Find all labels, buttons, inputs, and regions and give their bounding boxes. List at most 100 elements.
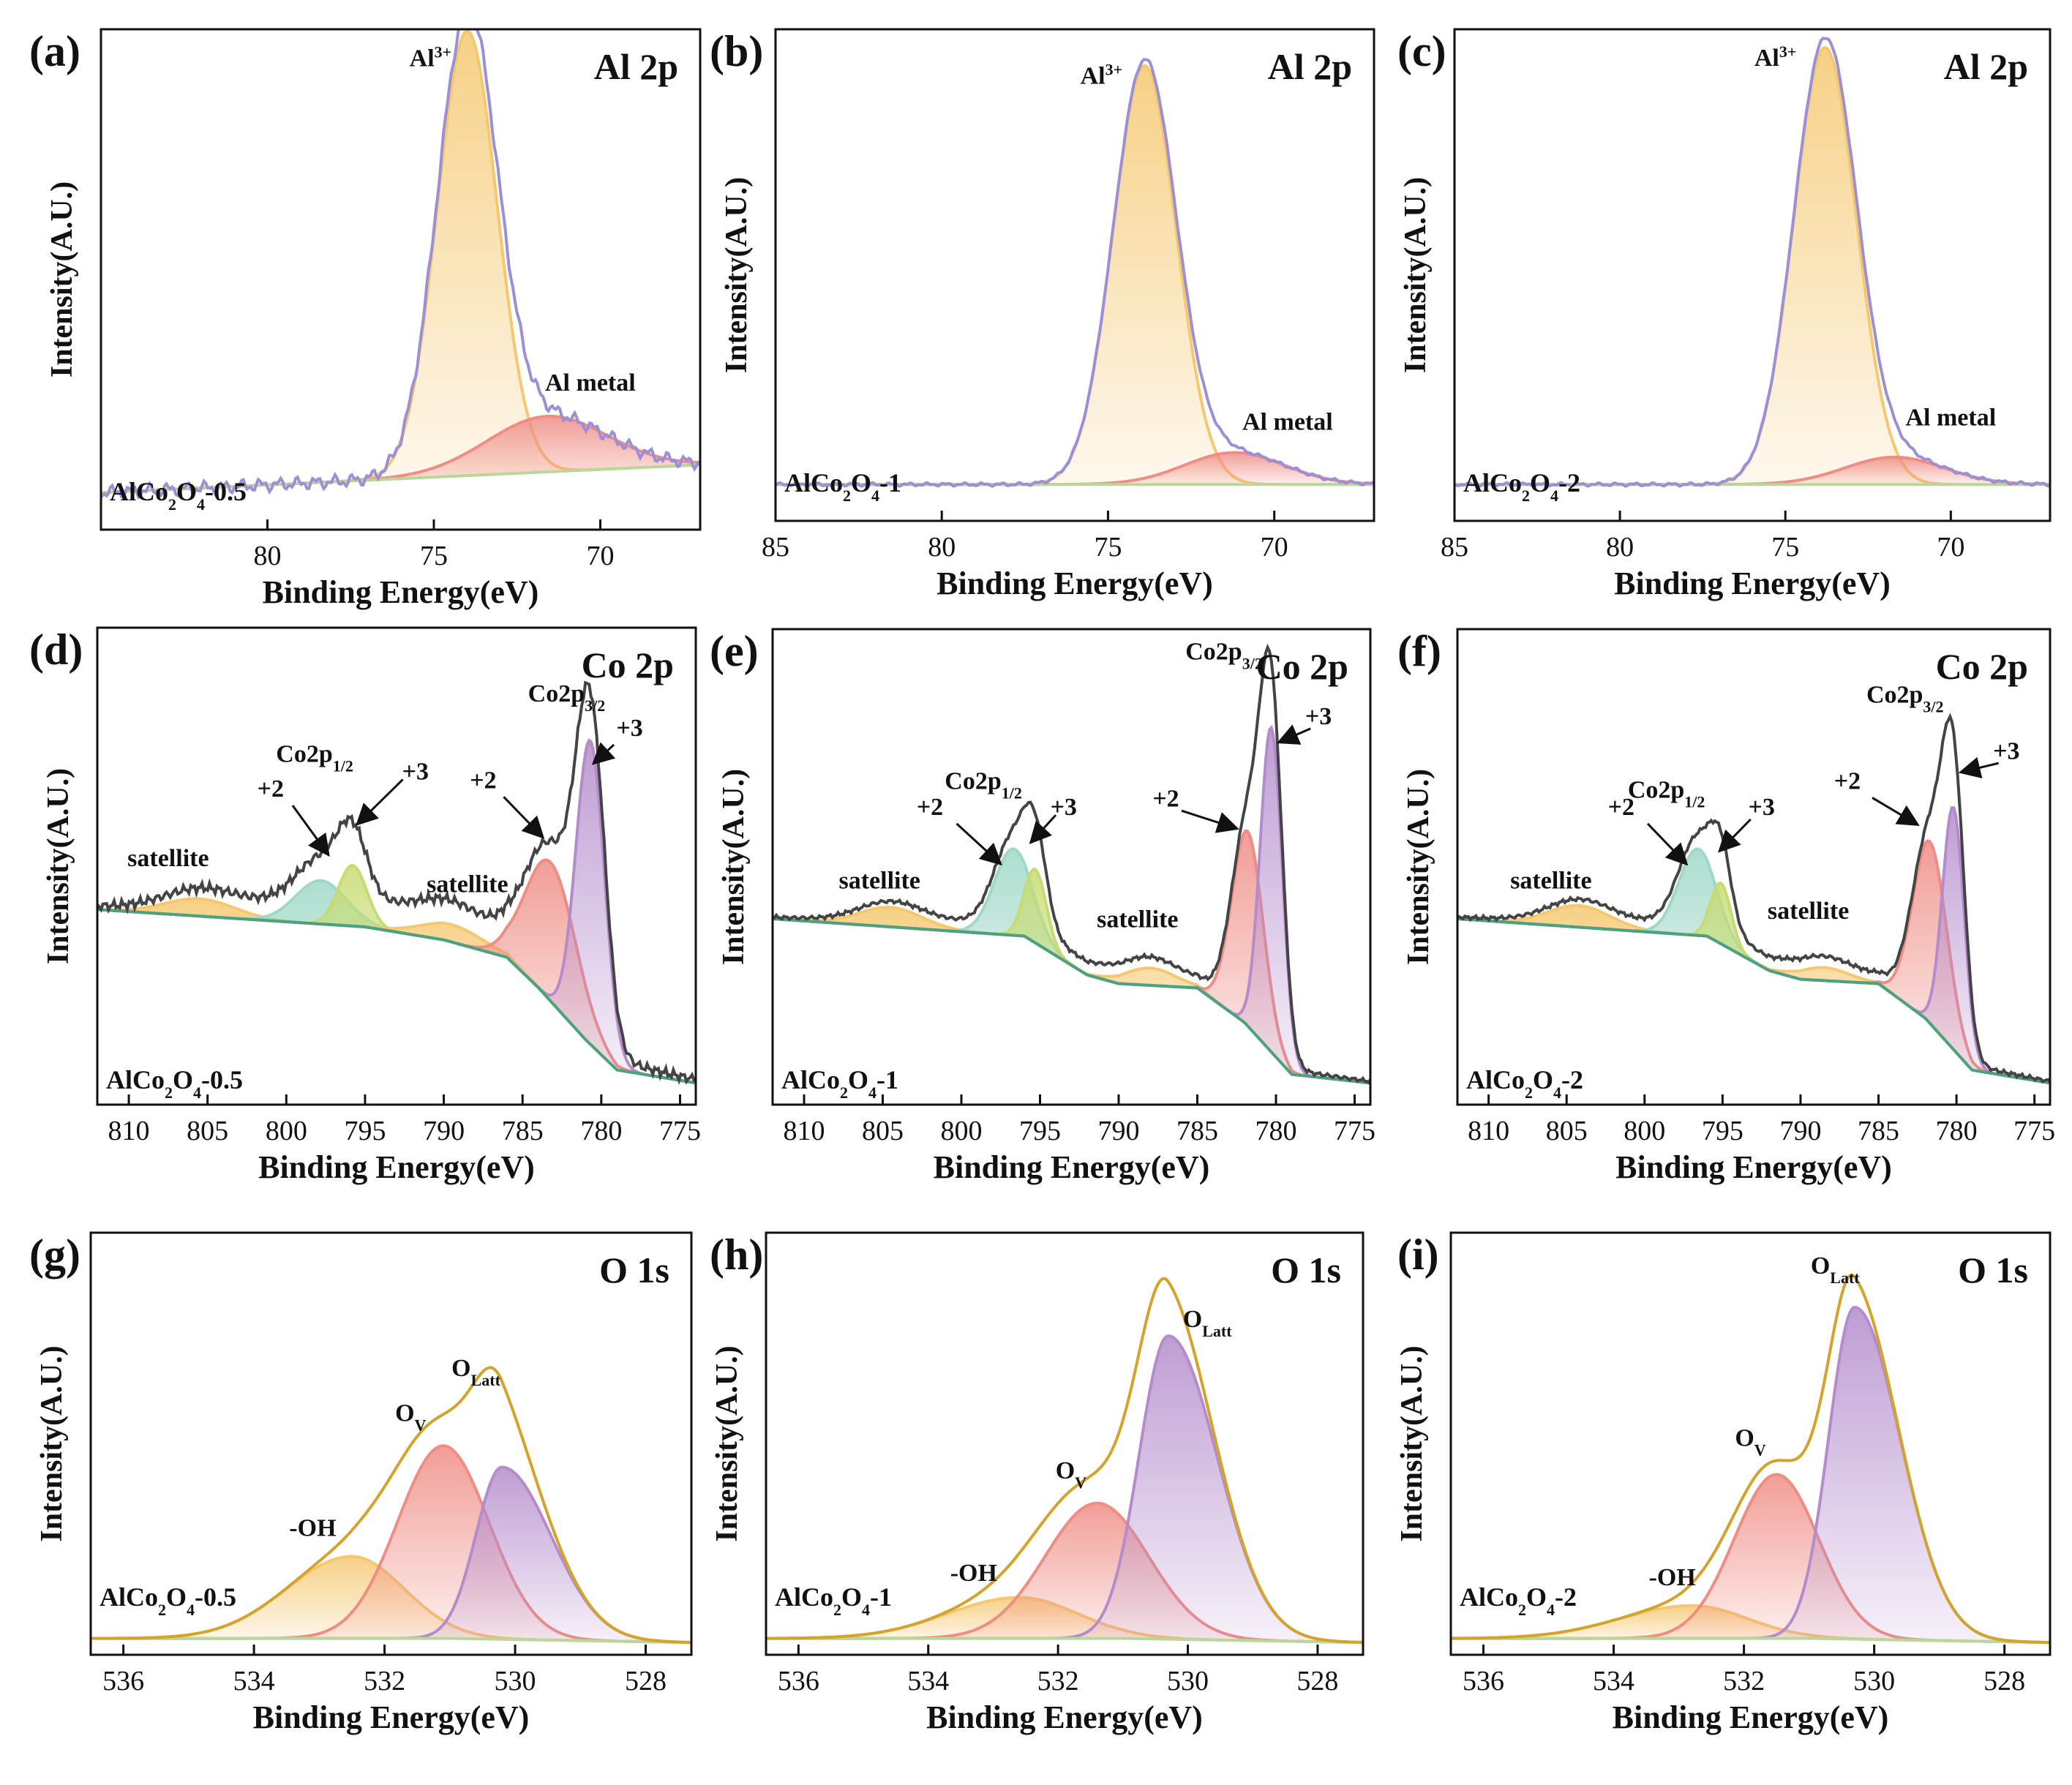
x-tick-label: 795 (344, 1116, 386, 1146)
y-axis-label: Intensity(A.U.) (1402, 769, 1435, 965)
peak-annotation: OLatt (451, 1355, 500, 1389)
panel-g: 536 534 532 530 528 Binding Energy(eV) Intensi… (29, 1230, 693, 1735)
peak-annotation: +3 (1305, 703, 1332, 730)
x-tick-label: 790 (1098, 1116, 1140, 1146)
x-tick-label: 790 (423, 1116, 465, 1146)
component-olatt-2-fill (766, 1336, 1363, 1643)
y-axis-label: Intensity(A.U.) (45, 181, 79, 377)
peak-annotation: -OH (289, 1515, 336, 1542)
peak-annotation: Al3+ (1754, 42, 1797, 72)
plot-frame (774, 28, 1375, 522)
sample-label: AlCo2O4-1 (784, 468, 901, 505)
sample-label: AlCo2O4-2 (1463, 468, 1580, 505)
x-tick-label: 70 (587, 541, 615, 571)
core-level-title: Al 2p (1268, 46, 1352, 87)
panel-label: (a) (29, 27, 80, 75)
panel-a: 80 75 70 Binding Energy(eV) Intensity(A.U.) (… (29, 27, 702, 610)
plot-frame (100, 28, 702, 531)
panel-b: 85 80 75 70 Binding Energy(eV) Intensity(A.U.… (710, 27, 1375, 601)
annotation-arrow-1 (1718, 818, 1752, 853)
component-2-4-fill (1457, 841, 2050, 1083)
x-tick-label: 810 (784, 1116, 825, 1146)
peak-annotation: satellite (1510, 868, 1591, 895)
x-tick-label: 530 (1167, 1666, 1209, 1696)
annotation-arrow-2 (1872, 797, 1920, 826)
peak-annotation: satellite (427, 871, 508, 898)
peak-annotation: +2 (1152, 785, 1179, 812)
peak-annotation: -OH (1649, 1564, 1696, 1591)
annotation-arrow-1 (1029, 814, 1057, 844)
x-tick-label: 75 (420, 541, 448, 571)
plot-area (773, 643, 1370, 1085)
x-tick-label: 534 (1593, 1666, 1634, 1696)
x-tick-label: 810 (108, 1116, 150, 1146)
panel-label: (g) (29, 1230, 80, 1279)
baseline-line (773, 917, 1370, 1085)
x-tick-label: 536 (102, 1666, 144, 1696)
x-axis-label: Binding Energy(eV) (936, 565, 1213, 601)
x-tick-label: 805 (187, 1116, 228, 1146)
core-level-title: Co 2p (1256, 646, 1348, 687)
peak-annotation: OV (1056, 1457, 1086, 1492)
peak-annotation: +3 (1993, 737, 2019, 764)
x-axis-label: Binding Energy(eV) (258, 1149, 535, 1185)
peak-annotation: Co2p1/2 (276, 741, 353, 775)
component-almetal-1-fill (1454, 456, 2050, 485)
component-almetal-1-fill (776, 452, 1374, 485)
x-tick-label: 800 (1624, 1116, 1665, 1146)
x-tick-label: 530 (1853, 1666, 1895, 1696)
envelope-line (773, 643, 1370, 1085)
peak-annotation: satellite (1097, 906, 1178, 933)
x-tick-label: 80 (928, 532, 956, 563)
x-tick-label: 532 (364, 1666, 405, 1696)
x-tick-label: 80 (254, 541, 282, 571)
peak-annotation: +3 (1748, 794, 1774, 821)
x-tick-label: 85 (762, 532, 789, 563)
component-2-4-fill (773, 830, 1370, 1083)
plot-frame (1453, 28, 2052, 522)
plot-area (766, 1277, 1363, 1645)
peak-annotation: Al3+ (410, 42, 452, 72)
component-almetal-1-fill (101, 416, 700, 493)
x-axis-label: Binding Energy(eV) (926, 1699, 1203, 1735)
x-tick-label: 536 (778, 1666, 819, 1696)
core-level-title: O 1s (1271, 1250, 1341, 1290)
peak-annotation: +2 (258, 775, 284, 803)
plot-area (1454, 37, 2050, 488)
panel-i: 536 534 532 530 528 Binding Energy(eV) Intensi… (1395, 1230, 2052, 1735)
sample-label: AlCo2O4-0.5 (100, 1582, 236, 1619)
panel-label: (h) (710, 1230, 763, 1279)
core-level-title: O 1s (599, 1250, 669, 1290)
y-axis-label: Intensity(A.U.) (710, 1345, 744, 1541)
panel-label: (f) (1397, 627, 1441, 675)
core-level-title: Al 2p (1944, 46, 2028, 87)
x-tick-label: 785 (502, 1116, 544, 1146)
x-tick-label: 775 (659, 1116, 701, 1146)
baseline-line (766, 1636, 1363, 1645)
peak-annotation: Co2p3/2 (1185, 638, 1263, 672)
x-tick-label: 795 (1019, 1116, 1061, 1146)
peak-annotation: +3 (1051, 794, 1077, 821)
baseline-line (1457, 917, 2050, 1085)
envelope-line (766, 1277, 1363, 1645)
baseline-line (91, 1636, 691, 1645)
panel-c: 85 80 75 70 Binding Energy(eV) Intensity(A.U.… (1397, 27, 2052, 601)
sample-label: AlCo2O4-1 (781, 1065, 898, 1102)
envelope-line (97, 680, 696, 1086)
envelope-line (1457, 713, 2050, 1083)
peak-annotation: Co2p3/2 (1866, 681, 1944, 715)
peak-annotation: Co2p1/2 (1628, 776, 1705, 811)
panel-h: 536 534 532 530 528 Binding Energy(eV) Intensi… (710, 1230, 1365, 1735)
x-tick-label: 532 (1037, 1666, 1079, 1696)
plot-area (1457, 713, 2050, 1085)
peak-annotation: Al metal (1242, 409, 1333, 436)
annotation-arrow-3 (1276, 724, 1311, 745)
y-axis-label: Intensity(A.U.) (717, 769, 751, 965)
panel-d: 810 805 800 795 790 785 780 775 Binding Energy(e… (29, 625, 701, 1185)
peak-annotation: Al metal (545, 369, 636, 397)
x-tick-label: 785 (1858, 1116, 1899, 1146)
annotation-arrow-2 (503, 796, 545, 839)
peak-annotation: OLatt (1183, 1306, 1232, 1340)
x-tick-label: 775 (2013, 1116, 2055, 1146)
